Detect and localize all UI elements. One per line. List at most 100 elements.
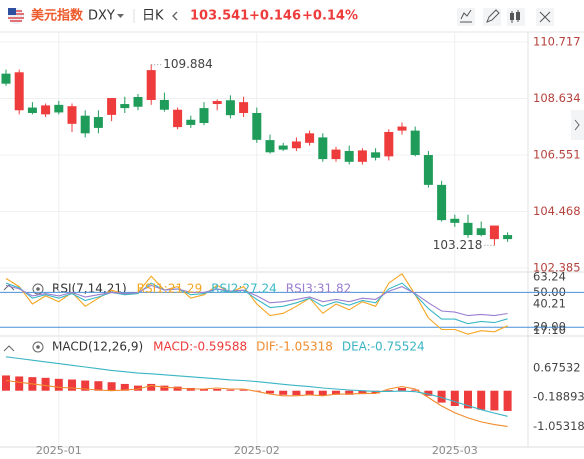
expand-right-button[interactable] bbox=[571, 110, 584, 140]
histogram-bar bbox=[147, 383, 156, 391]
y-tick-label: 40.21 bbox=[533, 296, 566, 310]
histogram-bar bbox=[68, 379, 76, 391]
legend-entry: DEA:-0.75524 bbox=[342, 340, 425, 354]
settings-icon[interactable] bbox=[32, 341, 44, 353]
candle-body bbox=[318, 137, 328, 160]
change-percent: +0.14% bbox=[302, 9, 358, 24]
candle-body bbox=[27, 107, 37, 113]
y-tick-label: 104.468 bbox=[533, 204, 581, 218]
histogram-bar bbox=[437, 390, 446, 403]
collapse-icon[interactable] bbox=[3, 345, 15, 352]
candle-body bbox=[80, 115, 90, 134]
instrument-symbol[interactable]: DXY bbox=[88, 9, 115, 24]
histogram-bar bbox=[94, 381, 103, 391]
chart-type-button[interactable] bbox=[507, 8, 525, 26]
y-tick-label: 0.67532 bbox=[533, 360, 581, 374]
candle-body bbox=[54, 104, 64, 113]
candle-body bbox=[489, 225, 499, 240]
candle-body bbox=[1, 73, 11, 84]
candle-body bbox=[265, 140, 275, 153]
candle-body bbox=[291, 141, 301, 149]
indicator-line bbox=[5, 282, 508, 325]
settings-icon[interactable] bbox=[32, 283, 44, 295]
candle-body bbox=[384, 131, 394, 157]
x-tick-label: 2025-03 bbox=[432, 444, 478, 457]
histogram-bar bbox=[266, 390, 274, 394]
candle-body bbox=[305, 133, 315, 143]
candle-body bbox=[225, 100, 235, 116]
candle-body bbox=[423, 155, 433, 185]
candle-body bbox=[67, 106, 77, 124]
histogram-bar bbox=[120, 383, 129, 391]
histogram-bar bbox=[41, 377, 50, 391]
change: +0.146 bbox=[249, 9, 301, 24]
dropdown-icon[interactable] bbox=[117, 14, 124, 18]
indicator-line bbox=[5, 356, 508, 417]
x-tick-label: 2025-02 bbox=[234, 444, 280, 457]
histogram-bar bbox=[213, 389, 222, 391]
y-tick-label: -1.05318 bbox=[533, 419, 584, 433]
draw-button[interactable] bbox=[483, 8, 501, 26]
histogram-bar bbox=[384, 390, 393, 391]
candle-body bbox=[199, 108, 209, 124]
histogram-bar bbox=[503, 390, 512, 411]
indicator-line bbox=[5, 273, 508, 335]
y-tick-label: 102.385 bbox=[533, 261, 581, 275]
y-tick-label: 110.717 bbox=[533, 35, 581, 49]
fullscreen-button[interactable] bbox=[536, 8, 554, 26]
candle-body bbox=[41, 105, 51, 115]
candle-body bbox=[331, 149, 341, 160]
legend-entry: DIF:-1.05318 bbox=[256, 340, 333, 354]
candle-body bbox=[93, 117, 103, 128]
x-tick-label: 2025-01 bbox=[36, 444, 82, 457]
histogram-bar bbox=[2, 375, 10, 391]
candle-body bbox=[239, 102, 249, 113]
histogram-bar bbox=[318, 390, 327, 396]
candle-body bbox=[14, 72, 24, 111]
histogram-bar bbox=[81, 380, 90, 391]
candle-body bbox=[186, 119, 196, 125]
candle-body bbox=[463, 222, 473, 236]
period[interactable]: 日K bbox=[142, 9, 164, 24]
histogram-bar bbox=[424, 390, 433, 396]
indicator-line bbox=[5, 379, 508, 427]
indicator-line bbox=[5, 284, 508, 317]
min-label: 103.218 bbox=[433, 238, 483, 252]
histogram-bar bbox=[239, 389, 248, 391]
candle-body bbox=[450, 218, 460, 223]
y-tick-label: -0.18893 bbox=[533, 390, 584, 404]
y-tick-label: 106.551 bbox=[533, 148, 581, 162]
candle-body bbox=[397, 126, 407, 131]
legend-entry: MACD:-0.59588 bbox=[153, 340, 247, 354]
max-label: 109.884 bbox=[163, 57, 213, 71]
histogram-bar bbox=[173, 386, 182, 391]
histogram-bar bbox=[226, 389, 235, 391]
histogram-bar bbox=[450, 390, 459, 406]
candle-body bbox=[107, 98, 117, 115]
histogram-bar bbox=[477, 390, 486, 410]
histogram-bar bbox=[107, 382, 116, 391]
histogram-bar bbox=[15, 376, 24, 391]
histogram-bar bbox=[371, 390, 380, 394]
candle-body bbox=[133, 96, 143, 107]
price: 103.541 bbox=[190, 9, 249, 24]
histogram-bar bbox=[305, 390, 314, 395]
instrument-name: 美元指数 bbox=[31, 8, 84, 24]
candle-body bbox=[159, 99, 169, 110]
y-tick-label: 17.10 bbox=[533, 323, 566, 337]
candle-body bbox=[476, 228, 486, 236]
histogram-bar bbox=[160, 385, 169, 391]
histogram-bar bbox=[54, 378, 63, 391]
indicator-button[interactable] bbox=[457, 8, 475, 26]
candle-body bbox=[146, 70, 156, 100]
histogram-bar bbox=[411, 389, 420, 391]
histogram-bar bbox=[345, 390, 354, 395]
candle-body bbox=[252, 112, 262, 140]
flag-icon bbox=[8, 8, 24, 24]
y-tick-label: 63.24 bbox=[533, 270, 566, 284]
collapse-icon[interactable] bbox=[3, 284, 15, 291]
candle-body bbox=[173, 109, 183, 128]
histogram-bar bbox=[358, 390, 367, 395]
period-arrow[interactable] bbox=[172, 11, 178, 21]
histogram-bar bbox=[398, 388, 406, 391]
